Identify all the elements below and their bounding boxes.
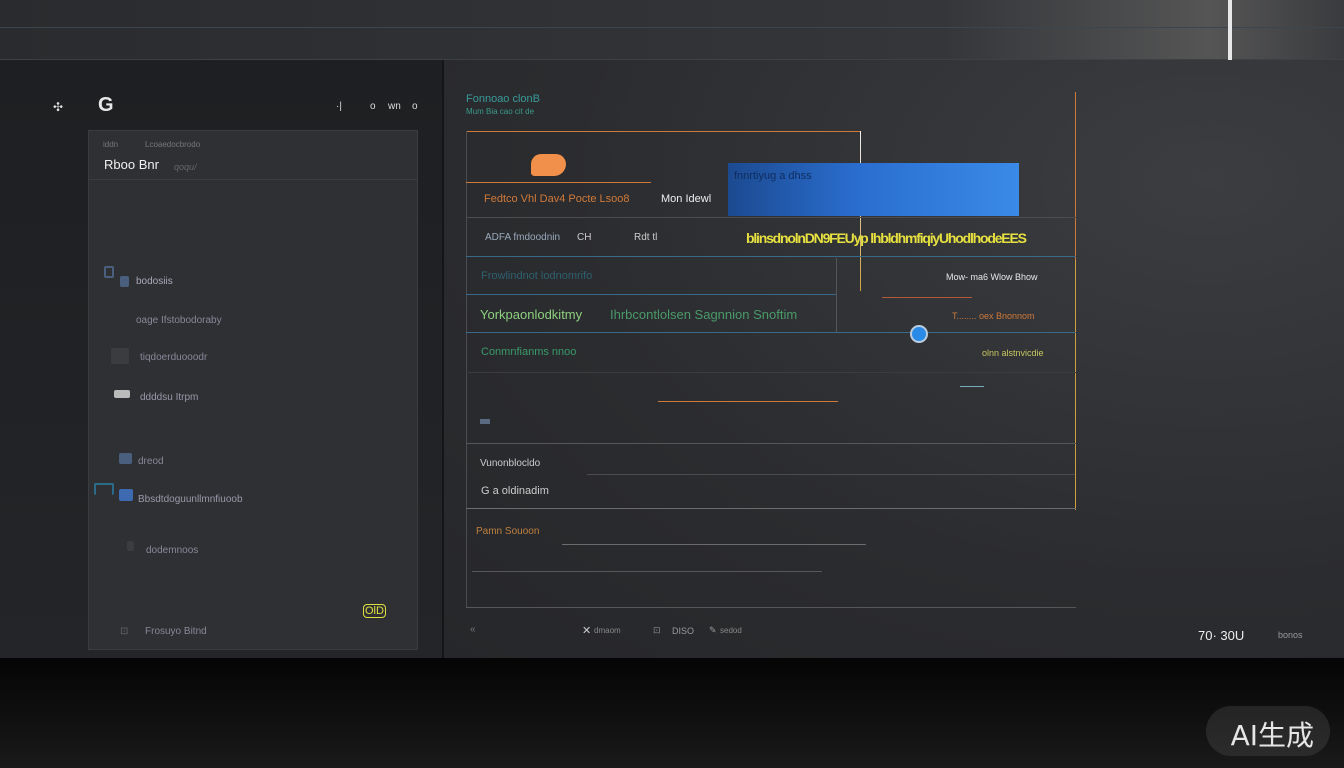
watermark-bg bbox=[1206, 706, 1330, 756]
back-icon[interactable]: « bbox=[470, 624, 476, 635]
close-label[interactable]: dmaom bbox=[594, 626, 621, 635]
frame-top bbox=[466, 131, 861, 132]
section-label: Pamn Souoon bbox=[476, 526, 540, 537]
sidebar-item-3[interactable]: tiqdoerduooodr bbox=[140, 352, 208, 363]
blue-block-text: fnnrtiyug a dhss bbox=[734, 170, 812, 182]
signal-button[interactable]: ·| bbox=[336, 101, 342, 112]
row4-right: T........ oex Bnonnom bbox=[952, 311, 1035, 321]
edit-label[interactable]: sedod bbox=[720, 626, 742, 635]
link-icon bbox=[94, 483, 114, 495]
field2-label: G a oldinadim bbox=[481, 485, 549, 497]
row2-col2: CH bbox=[577, 232, 592, 243]
square-icon bbox=[111, 348, 129, 364]
sidebar-item-2[interactable]: oage Ifstobodoraby bbox=[136, 315, 222, 326]
logo-g-icon[interactable]: G bbox=[98, 94, 114, 116]
folder-icon bbox=[104, 266, 114, 278]
row3-label: Frowlindnot lodnomrifo bbox=[481, 270, 593, 282]
top-bar bbox=[0, 0, 1344, 60]
small-dash bbox=[960, 386, 984, 387]
frame-right-orange bbox=[1075, 92, 1076, 260]
circle-button-2[interactable]: o bbox=[412, 101, 418, 112]
field1-label: Vunonblocldo bbox=[480, 458, 541, 469]
slider-handle[interactable] bbox=[910, 325, 928, 343]
orange-tick bbox=[882, 297, 972, 298]
close-icon[interactable]: ✕ bbox=[582, 625, 592, 637]
orange-blob-icon bbox=[531, 154, 566, 176]
sidebar-subtitle: qoqu/ bbox=[174, 162, 197, 172]
file-icon bbox=[127, 541, 134, 551]
settings-icon[interactable]: ⊡ bbox=[120, 626, 129, 637]
sidebar-item-5[interactable]: dreod bbox=[138, 456, 164, 467]
orange-line bbox=[658, 401, 838, 402]
card-divider bbox=[88, 179, 418, 180]
column-divider bbox=[836, 258, 837, 333]
page-title: Fonnoao clonB bbox=[466, 93, 540, 105]
row-underline bbox=[466, 182, 651, 183]
row2-label: ADFA fmdoodnin bbox=[485, 232, 561, 243]
section-input[interactable] bbox=[562, 544, 866, 545]
top-marker bbox=[1228, 0, 1232, 60]
top-divider bbox=[0, 27, 1344, 28]
square-icon-2 bbox=[119, 453, 132, 464]
menu-icon[interactable]: ✣ bbox=[53, 100, 64, 114]
sidebar-item-4[interactable]: ddddsu Itrpm bbox=[140, 392, 199, 403]
grid-icon[interactable]: ⊡ bbox=[653, 625, 661, 635]
frame-mid-bottom bbox=[466, 508, 1076, 509]
row3-right: Mow- ma6 Wlow Bhow bbox=[946, 272, 1038, 282]
main-pane bbox=[444, 60, 1344, 658]
status-value: 70· 30U bbox=[1198, 628, 1245, 643]
frame-right-yellow bbox=[1075, 260, 1076, 510]
circle-button[interactable]: o bbox=[370, 101, 376, 112]
field1-input[interactable] bbox=[587, 474, 1075, 475]
row4-label: Yorkpaonlodkitmy bbox=[480, 307, 583, 322]
mini-icon bbox=[480, 419, 490, 424]
row1-value: Mon Idewl bbox=[661, 193, 712, 205]
pane-divider[interactable] bbox=[442, 60, 444, 658]
row4-label2: Ihrbcontlolsen Sagnnion Snoftim bbox=[610, 307, 798, 322]
section-line bbox=[472, 571, 822, 572]
row-divider-2 bbox=[466, 256, 1076, 257]
highlighted-text: blinsdnolnDN9FEUyp lhbldhmfiqiyUhodlhode… bbox=[746, 230, 1027, 246]
sidebar-item-6[interactable]: Bbsdtdoguunllmnfiuoob bbox=[138, 494, 243, 505]
row-divider-6 bbox=[466, 443, 1076, 444]
frame-left bbox=[466, 131, 467, 607]
sidebar-title: Rboo Bnr bbox=[104, 157, 159, 172]
status-unit: bonos bbox=[1278, 630, 1303, 640]
grid-label[interactable]: DISO bbox=[672, 626, 695, 636]
row-divider-3 bbox=[466, 294, 836, 295]
window-button[interactable]: wn bbox=[388, 101, 401, 112]
page-subtitle: Mum Bia cao cit de bbox=[466, 107, 535, 116]
row5-label: Conmnfianms nnoo bbox=[481, 346, 577, 358]
pencil-icon[interactable]: ✎ bbox=[709, 625, 717, 635]
row1-label: Fedtco Vhl Dav4 Pocte Lsoo8 bbox=[484, 193, 630, 205]
sidebar-item-7[interactable]: dodemnoos bbox=[146, 545, 199, 556]
folder-icon-2 bbox=[120, 276, 129, 287]
breadcrumb-1[interactable]: iddn bbox=[103, 140, 119, 149]
row-divider-4 bbox=[466, 332, 1076, 333]
link-icon-box bbox=[119, 489, 133, 501]
row-divider bbox=[466, 217, 1076, 218]
sidebar-item-8[interactable]: Frosuyo Bitnd bbox=[145, 626, 207, 637]
frame-bottom bbox=[466, 607, 1076, 608]
breadcrumb-2[interactable]: Lcoaedocbrodo bbox=[145, 140, 201, 149]
blue-highlight-block[interactable] bbox=[728, 163, 1019, 216]
status-badge: OlD bbox=[363, 604, 386, 618]
sidebar-item-1[interactable]: bodosiis bbox=[136, 276, 173, 287]
row-divider-5 bbox=[466, 372, 1076, 373]
row2-col3: Rdt tl bbox=[634, 232, 658, 243]
row5-right: olnn alstnvicdie bbox=[982, 348, 1044, 358]
sidebar-card bbox=[88, 130, 418, 650]
bottom-bar bbox=[0, 658, 1344, 768]
ai-watermark: AI生成 bbox=[1230, 719, 1314, 752]
printer-icon bbox=[114, 390, 130, 398]
